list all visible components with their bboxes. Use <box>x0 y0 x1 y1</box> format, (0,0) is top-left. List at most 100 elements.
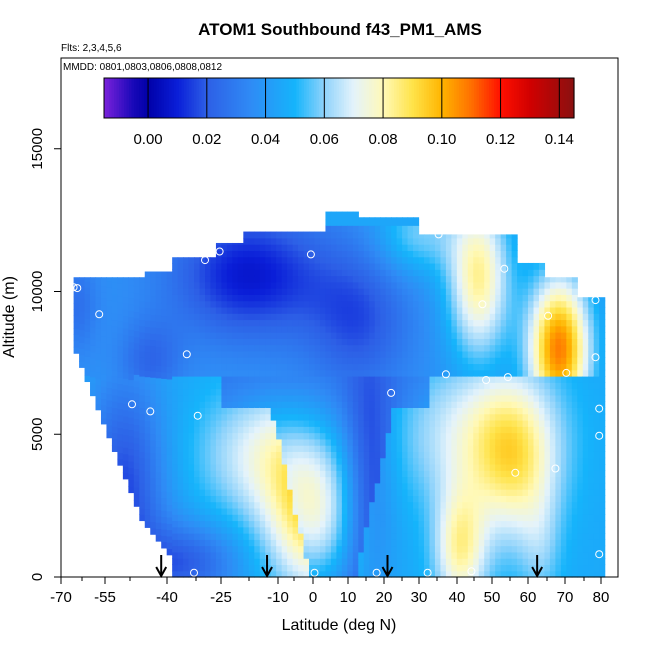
heatmap-cell <box>407 445 414 452</box>
heatmap-cell <box>593 388 600 396</box>
heatmap-cell <box>544 419 551 427</box>
heatmap-cell <box>374 388 381 396</box>
heatmap-cell <box>84 343 91 351</box>
heatmap-cell <box>205 350 212 358</box>
heatmap-cell <box>325 426 332 434</box>
heatmap-cell <box>484 262 491 270</box>
heatmap-cell <box>259 470 266 478</box>
heatmap-cell <box>495 269 502 277</box>
heatmap-cell <box>95 328 102 335</box>
heatmap-cell <box>473 501 480 509</box>
heatmap-cell <box>484 558 491 566</box>
heatmap-cell <box>248 363 255 371</box>
heatmap-cell <box>133 449 140 457</box>
heatmap-cell <box>276 294 283 302</box>
heatmap-cell <box>418 369 425 377</box>
heatmap-cell <box>588 313 595 321</box>
heatmap-cell <box>276 344 283 352</box>
heatmap-cell <box>133 424 140 432</box>
heatmap-cell <box>528 376 535 383</box>
heatmap-cell <box>358 306 365 314</box>
heatmap-cell <box>560 463 567 471</box>
heatmap-cell <box>473 533 480 540</box>
heatmap-cell <box>352 363 359 371</box>
heatmap-cell <box>215 533 223 540</box>
heatmap-cell <box>248 407 255 415</box>
heatmap-cell <box>407 300 414 308</box>
heatmap-cell <box>205 325 212 333</box>
heatmap-cell <box>155 333 162 341</box>
heatmap-cell <box>495 344 502 352</box>
heatmap-cell <box>396 539 403 547</box>
heatmap-cell <box>577 470 584 478</box>
observation-point <box>95 310 104 319</box>
heatmap-cell <box>538 489 546 496</box>
heatmap-cell <box>533 344 540 352</box>
heatmap-cell <box>528 350 535 358</box>
heatmap-cell <box>314 281 321 289</box>
heatmap-cell <box>489 533 496 540</box>
heatmap-cell <box>396 507 403 515</box>
heatmap-cell <box>122 409 129 417</box>
heatmap-cell <box>287 551 294 559</box>
heatmap-cell <box>352 413 359 421</box>
heatmap-cell <box>161 541 168 549</box>
heatmap-cell <box>270 533 277 540</box>
heatmap-cell <box>385 250 392 258</box>
heatmap-cell <box>593 482 600 490</box>
heatmap-cell <box>500 501 507 509</box>
heatmap-cell <box>369 288 376 295</box>
heatmap-cell <box>391 382 398 390</box>
heatmap-cell <box>484 426 491 434</box>
heatmap-cell <box>95 403 102 411</box>
heatmap-cell <box>402 514 409 522</box>
heatmap-cell <box>341 545 348 553</box>
heatmap-cell <box>456 250 463 258</box>
heatmap-cell <box>265 489 272 496</box>
heatmap-cell <box>111 419 118 427</box>
heatmap-cell <box>358 489 365 496</box>
heatmap-cell <box>325 325 332 333</box>
heatmap-cell <box>325 225 332 233</box>
heatmap-cell <box>549 401 556 409</box>
heatmap-cell <box>287 269 294 277</box>
heatmap-cell <box>144 439 151 447</box>
heatmap-cell <box>369 539 376 547</box>
heatmap-cell <box>413 300 420 308</box>
heatmap-cell <box>533 489 540 496</box>
heatmap-cell <box>281 419 288 427</box>
heatmap-cell <box>374 363 381 371</box>
heatmap-cell <box>462 501 469 509</box>
heatmap-cell <box>188 476 195 484</box>
heatmap-cell <box>407 507 414 515</box>
heatmap-cell <box>336 237 343 245</box>
heatmap-cell <box>270 275 277 283</box>
heatmap-cell <box>347 401 354 409</box>
heatmap-cell <box>560 413 567 421</box>
heatmap-cell <box>226 242 233 245</box>
heatmap-cell <box>122 428 129 436</box>
heatmap-cell <box>150 515 157 523</box>
heatmap-cell <box>205 382 212 390</box>
heatmap-cell <box>325 218 332 226</box>
heatmap-cell <box>358 344 365 352</box>
heatmap-cell <box>194 463 201 471</box>
heatmap-cell <box>270 520 277 528</box>
observation-point <box>306 250 315 259</box>
heatmap-cell <box>210 338 217 346</box>
heatmap-cell <box>528 413 535 421</box>
colorbar-swatch <box>299 78 303 118</box>
heatmap-cell <box>155 358 162 366</box>
heatmap-cell <box>566 281 573 289</box>
heatmap-cell <box>205 269 212 277</box>
heatmap-cell <box>144 458 151 466</box>
heatmap-cell <box>95 365 102 373</box>
colorbar-swatch <box>274 78 278 118</box>
heatmap-cell <box>325 432 332 440</box>
heatmap-cell <box>237 438 244 446</box>
heatmap-cell <box>517 262 524 270</box>
heatmap-cell <box>215 376 223 383</box>
heatmap-cell <box>363 313 370 321</box>
heatmap-cell <box>533 338 540 346</box>
heatmap-cell <box>226 401 233 409</box>
